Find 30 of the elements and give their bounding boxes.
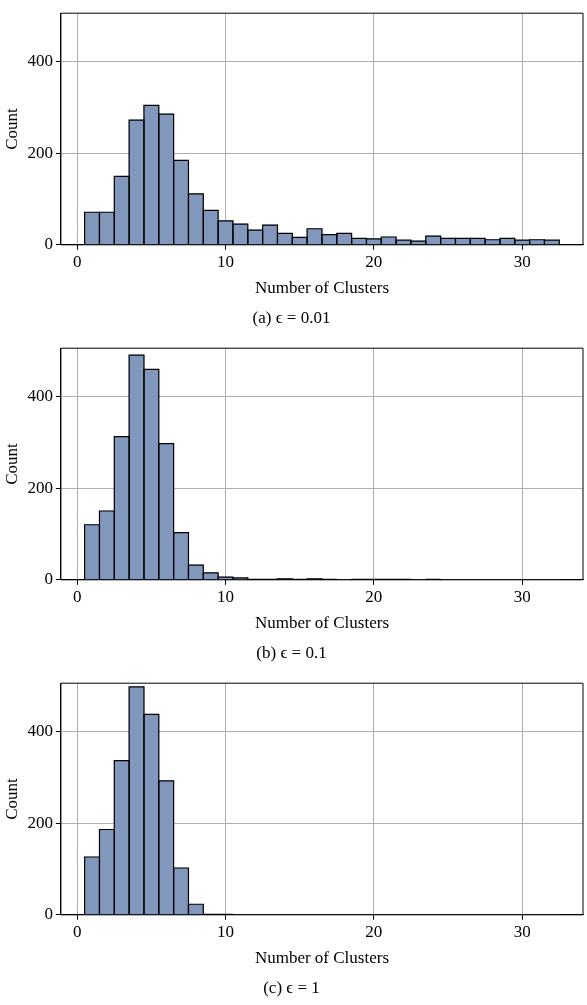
x-axis-title: Number of Clusters [254, 947, 389, 967]
y-tick-label: 0 [44, 904, 53, 924]
x-tick-label: 10 [217, 922, 235, 942]
x-tick-label: 30 [513, 922, 531, 942]
y-axis-title: Count [1, 777, 21, 820]
y-tick-label: 200 [27, 812, 53, 832]
x-axis-title: Number of Clusters [254, 277, 389, 297]
y-tick-label: 200 [27, 477, 53, 497]
y-tick-label: 400 [27, 385, 53, 405]
text: (a) ϵ = 0.01 [252, 308, 331, 328]
x-tick-label: 20 [365, 252, 383, 272]
y-tick-label: 200 [27, 142, 53, 162]
y-tick-label: 0 [44, 234, 53, 254]
y-axis-title: Count [1, 442, 21, 485]
x-tick-label: 30 [513, 252, 531, 272]
x-tick-label: 0 [72, 252, 82, 272]
y-tick-label: 400 [27, 720, 53, 740]
x-tick-label: 10 [217, 252, 235, 272]
y-axis-title: Count [1, 107, 21, 150]
text: (c) ϵ = 1 [263, 978, 320, 998]
x-tick-label: 0 [72, 922, 82, 942]
x-tick-label: 0 [72, 587, 82, 607]
x-tick-label: 20 [365, 922, 383, 942]
x-axis-title: Number of Clusters [254, 612, 389, 632]
x-tick-label: 20 [365, 587, 383, 607]
x-tick-label: 10 [217, 587, 235, 607]
y-tick-label: 400 [27, 50, 53, 70]
text: (b) ϵ = 0.1 [256, 643, 327, 663]
x-tick-label: 30 [513, 587, 531, 607]
y-tick-label: 0 [44, 569, 53, 589]
